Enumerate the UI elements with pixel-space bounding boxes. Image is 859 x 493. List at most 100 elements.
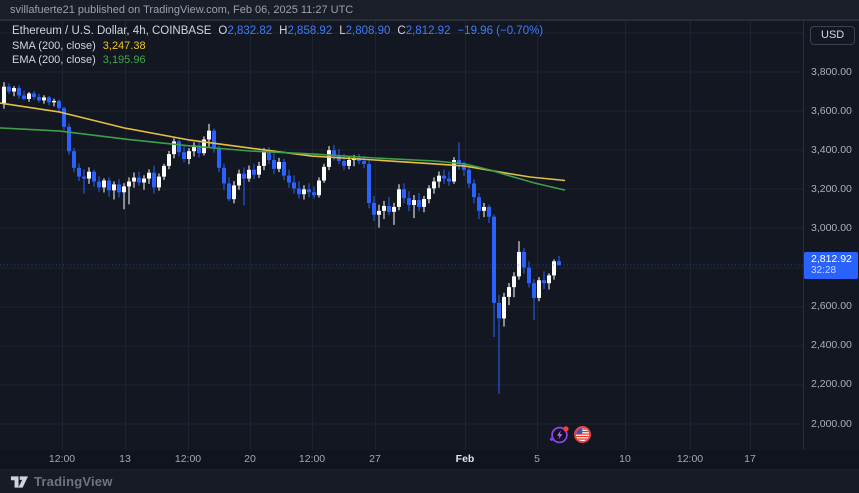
candle-body xyxy=(557,261,561,266)
watermark-text: svillafuerte21 published on TradingView.… xyxy=(10,3,354,16)
candle-body xyxy=(82,176,86,179)
candle-body xyxy=(222,167,226,184)
candle-body xyxy=(387,205,391,212)
candle-body xyxy=(327,150,331,167)
grid-layer xyxy=(0,20,803,450)
candle-body xyxy=(547,275,551,284)
price-tick-label: 2,200.00 xyxy=(811,378,852,390)
candle-body xyxy=(212,130,216,149)
candle-body xyxy=(122,186,126,193)
candle-body xyxy=(362,160,366,164)
ema-value: 3,195.96 xyxy=(102,54,146,66)
candle-body xyxy=(312,192,316,196)
sma-label: SMA (200, close) xyxy=(12,39,96,52)
time-tick-label: 10 xyxy=(619,453,631,465)
candle-body xyxy=(307,189,311,193)
candle-body xyxy=(407,198,411,205)
candle-body xyxy=(77,167,81,177)
ema-line xyxy=(0,127,566,191)
candle-body xyxy=(12,88,16,92)
candle-body xyxy=(167,154,171,166)
candle-body xyxy=(467,169,471,184)
time-scale[interactable]: 12:00 13 12:00 20 12:00 27 Feb 5 10 12:00 17 xyxy=(0,450,859,469)
candle-body xyxy=(52,100,56,103)
tradingview-wordmark: TradingView xyxy=(34,474,113,489)
price-tick-label: 2,400.00 xyxy=(811,339,852,351)
price-tick-label: 3,000.00 xyxy=(811,222,852,234)
candle-body xyxy=(17,88,21,96)
candle-body xyxy=(392,206,396,212)
candle-body xyxy=(67,126,71,152)
lightning-events-icon[interactable] xyxy=(549,424,570,450)
price-tick-label: 2,600.00 xyxy=(811,300,852,312)
candle-body xyxy=(347,160,351,166)
candle-body xyxy=(262,151,266,166)
candle-body xyxy=(247,169,251,179)
ema-label: EMA (200, close) xyxy=(12,54,96,66)
price-tick-label: 3,200.00 xyxy=(811,183,852,195)
candle-body xyxy=(127,181,131,187)
close-value: 2,812.92 xyxy=(405,25,451,37)
open-label: O xyxy=(218,25,228,37)
candle-body xyxy=(397,189,401,207)
time-tick-label: 12:00 xyxy=(298,453,326,465)
candle-body xyxy=(242,173,246,179)
price-tick-label: 2,000.00 xyxy=(811,418,852,430)
candle-body xyxy=(442,175,446,179)
currency-usd-button[interactable]: USD xyxy=(810,26,856,45)
candle-body xyxy=(207,130,211,140)
candle-body xyxy=(437,175,441,182)
candle-body xyxy=(87,171,91,179)
ema-legend-row[interactable]: EMA (200, close) 3,195.96 xyxy=(12,54,543,68)
candle-body xyxy=(92,171,96,182)
candle-body xyxy=(97,181,101,188)
candle-body xyxy=(427,188,431,200)
candle-body xyxy=(527,267,531,284)
candle-body xyxy=(277,161,281,169)
time-tick-label: 12:00 xyxy=(48,453,76,465)
tradingview-logo[interactable]: TradingView xyxy=(10,474,113,489)
candle-body xyxy=(27,93,31,99)
candle-body xyxy=(422,199,426,207)
symbol-title[interactable]: Ethereum / U.S. Dollar, 4h, COINBASE xyxy=(12,25,212,37)
candle-body xyxy=(32,93,36,98)
candle-body xyxy=(317,180,321,196)
low-label: L xyxy=(339,25,346,37)
bar-countdown: 32:28 xyxy=(811,265,837,276)
candle-body xyxy=(217,148,221,168)
candle-body xyxy=(112,184,116,191)
candle-body xyxy=(147,172,151,179)
time-tick-label: Feb xyxy=(455,453,475,465)
candle-body xyxy=(537,280,541,298)
close-label: C xyxy=(397,25,406,37)
current-price-badge: 2,812.92 32:28 xyxy=(804,252,858,279)
candle-body xyxy=(252,169,256,175)
candle-body xyxy=(497,302,501,319)
change-value: −19.96 (−0.70%) xyxy=(457,25,544,37)
candle-body xyxy=(372,203,376,215)
candle-body xyxy=(182,152,186,160)
candle-body xyxy=(162,165,166,177)
us-flag-event-icon[interactable] xyxy=(573,425,592,449)
candle-body xyxy=(237,173,241,186)
candle-body xyxy=(402,189,406,199)
candle-body xyxy=(377,210,381,215)
candle-body xyxy=(487,206,491,217)
candle-body xyxy=(37,97,41,101)
sma-legend-row[interactable]: SMA (200, close) 3,247.38 xyxy=(12,40,543,54)
candle-body xyxy=(257,165,261,175)
symbol-legend-row[interactable]: Ethereum / U.S. Dollar, 4h, COINBASE O 2,8… xyxy=(12,25,543,39)
candle-body xyxy=(482,206,486,211)
candle-body xyxy=(367,163,371,204)
candle-body xyxy=(322,166,326,181)
candle-body xyxy=(157,176,161,188)
candle-body xyxy=(152,172,156,188)
high-value: 2,858.92 xyxy=(287,25,333,37)
candle-body xyxy=(502,296,506,319)
price-scale[interactable]: USD 2,812.92 32:28 3,800.00 3,600.00 3,400… xyxy=(804,20,859,450)
candle-body xyxy=(47,97,51,103)
candle-body xyxy=(22,95,26,99)
time-tick-label: 13 xyxy=(119,453,131,465)
candle-body xyxy=(177,141,181,153)
